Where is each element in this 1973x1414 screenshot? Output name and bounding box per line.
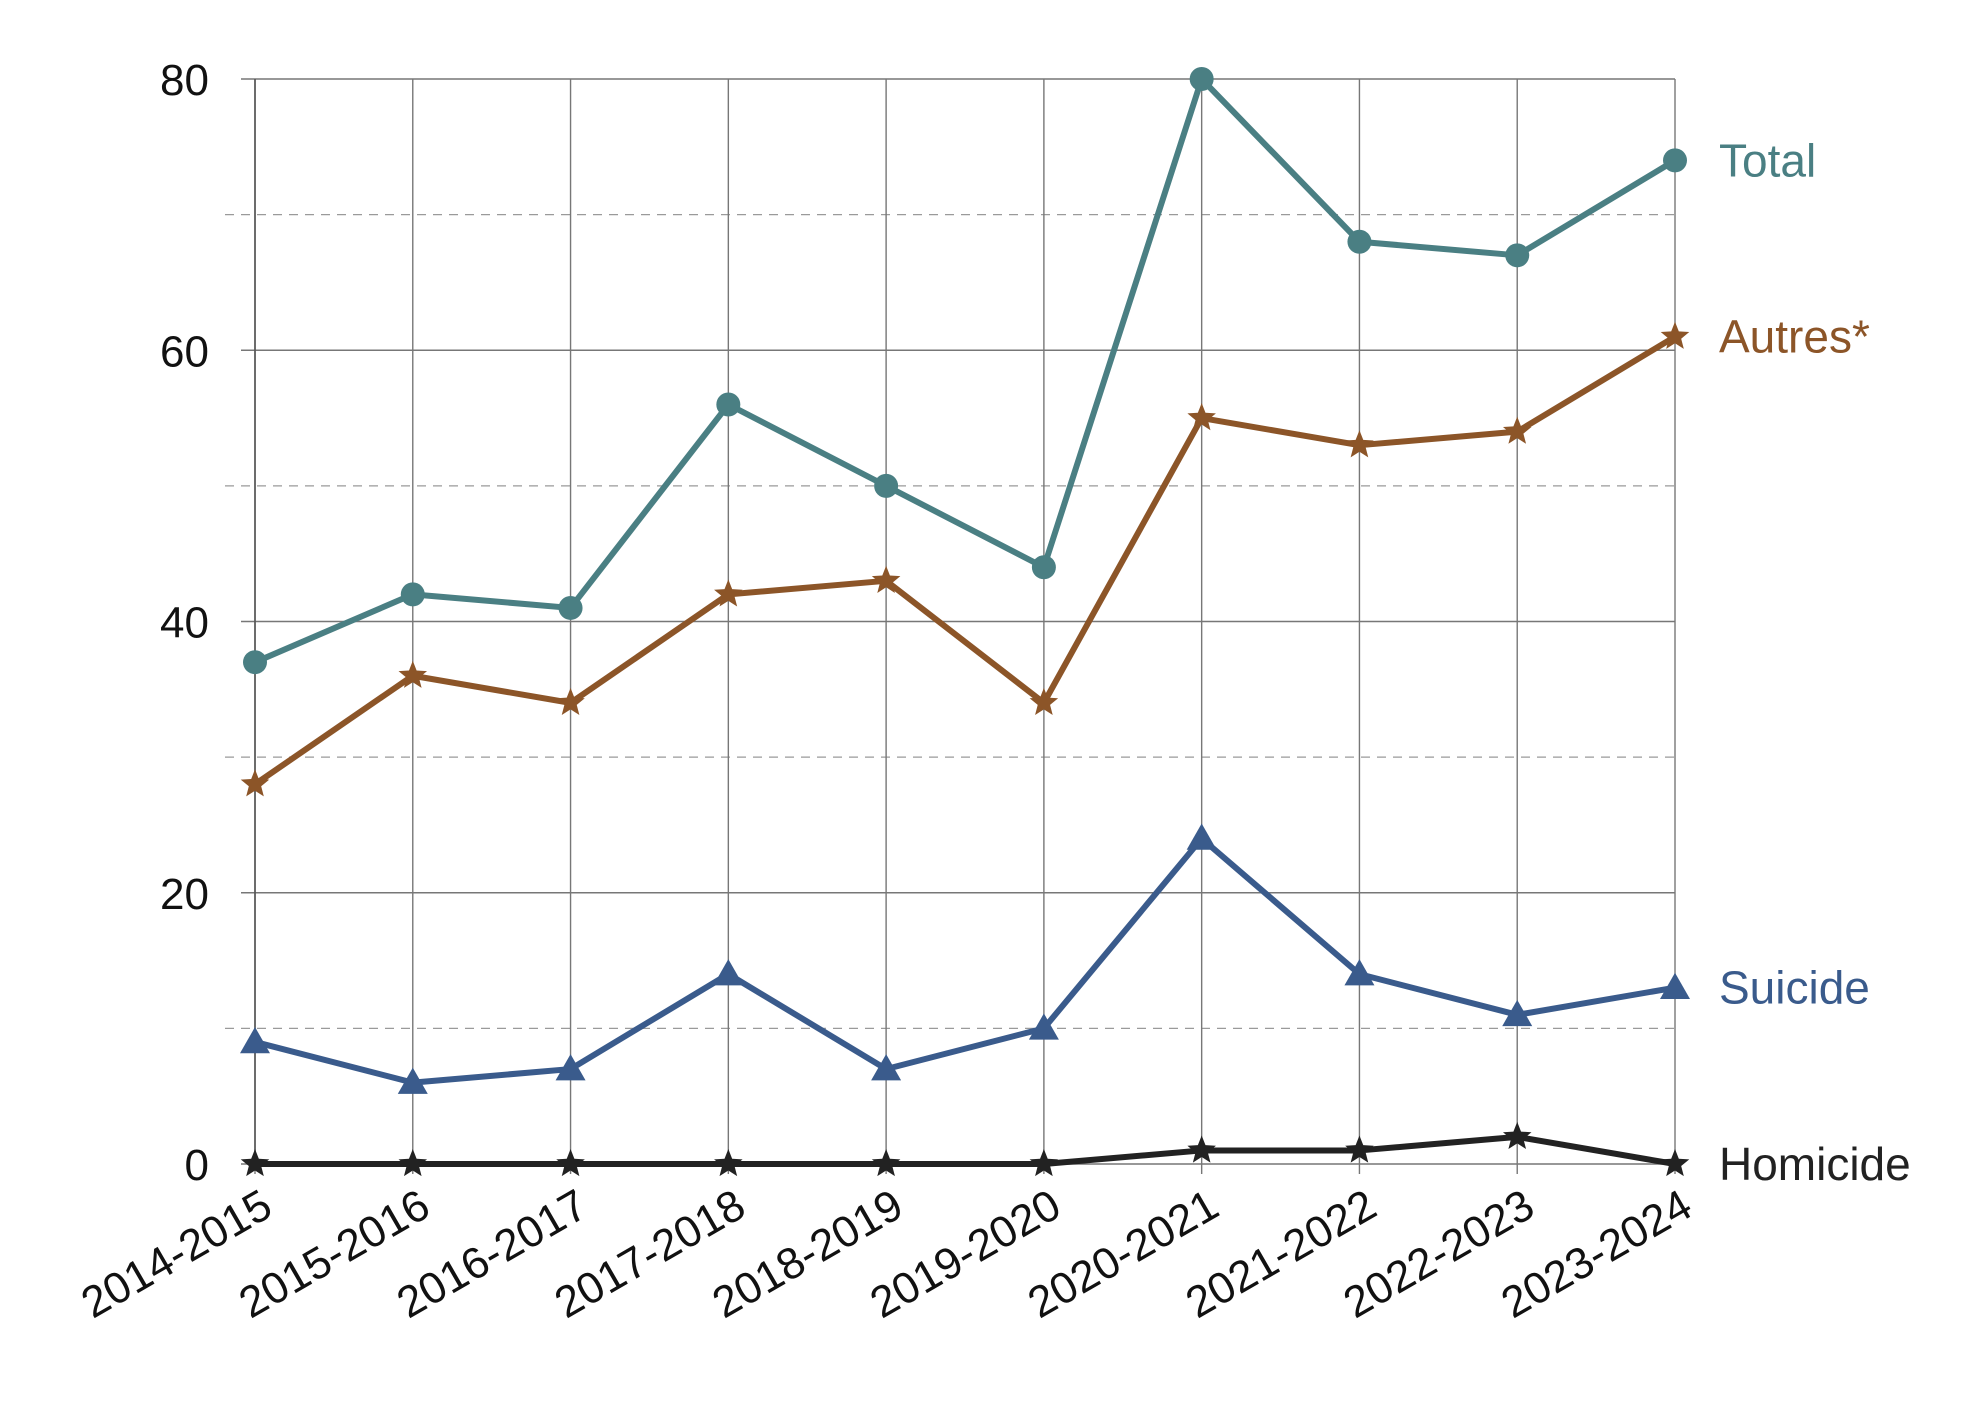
data-point (874, 473, 899, 498)
data-point (556, 687, 585, 716)
data-point (1347, 229, 1372, 254)
y-tick-label: 40 (160, 599, 209, 648)
grid (225, 78, 1676, 1174)
data-point (400, 582, 425, 607)
data-point (1344, 959, 1375, 986)
data-point (713, 959, 744, 986)
data-point (398, 660, 428, 688)
data-point (558, 595, 583, 620)
series-line (252, 333, 1678, 788)
y-tick-label: 60 (160, 327, 209, 376)
data-point (1187, 403, 1216, 431)
series-line (252, 76, 1678, 666)
series-label: Total (1719, 134, 1816, 186)
series-label: Homicide (1719, 1138, 1911, 1190)
data-point (1502, 999, 1533, 1027)
series-autres (240, 321, 1690, 797)
data-point (1031, 555, 1056, 580)
series-label: Autres* (1719, 311, 1870, 363)
data-point (397, 1067, 428, 1094)
data-point (1345, 430, 1374, 458)
data-point (243, 650, 267, 675)
data-point (1505, 243, 1530, 268)
y-tick-label: 0 (185, 1141, 209, 1190)
y-tick-label: 80 (160, 56, 209, 105)
series-suicide (240, 823, 1690, 1094)
data-point (1502, 416, 1532, 444)
data-point (1660, 321, 1690, 349)
series-line (252, 1133, 1678, 1167)
data-point (1189, 67, 1214, 91)
data-point (555, 1054, 586, 1081)
series-lines (240, 67, 1690, 1177)
data-point (240, 769, 270, 797)
data-point (1663, 148, 1687, 173)
series-total (243, 67, 1687, 675)
data-point (871, 565, 901, 593)
data-point (1186, 823, 1217, 850)
data-point (1029, 687, 1059, 716)
data-point (1502, 1121, 1532, 1150)
data-point (716, 392, 741, 417)
data-point (1660, 972, 1690, 999)
data-point (1660, 1149, 1690, 1177)
data-point (714, 579, 743, 607)
series-line (252, 835, 1678, 1086)
data-point (240, 1026, 270, 1054)
data-point (871, 1054, 902, 1081)
y-tick-label: 20 (160, 870, 209, 919)
series-label: Suicide (1719, 962, 1870, 1014)
data-point (871, 1149, 901, 1177)
data-point (1029, 1149, 1059, 1177)
data-point (1187, 1135, 1216, 1163)
data-point (556, 1149, 585, 1177)
data-point (240, 1149, 270, 1177)
data-point (1028, 1013, 1059, 1040)
data-point (714, 1149, 743, 1177)
data-point (1345, 1135, 1374, 1163)
series-homicide (240, 1121, 1690, 1177)
data-point (398, 1149, 428, 1177)
series-labels: Total Autres* Suicide Homicide (1719, 134, 1911, 1190)
